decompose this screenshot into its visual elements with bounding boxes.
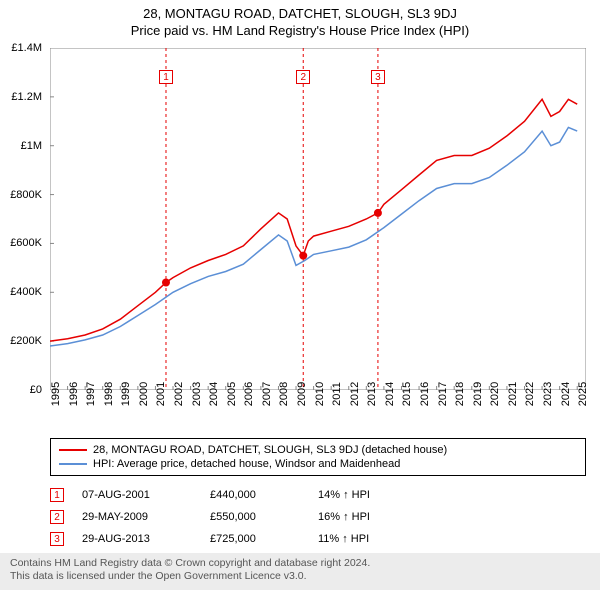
y-tick-label: £1M <box>21 140 42 152</box>
chart-marker-box: 2 <box>296 70 310 84</box>
y-tick-label: £200K <box>10 335 42 347</box>
x-tick-label: 2012 <box>349 382 361 406</box>
y-tick-label: £800K <box>10 189 42 201</box>
annotation-date: 29-AUG-2013 <box>82 533 192 545</box>
x-tick-label: 2024 <box>560 382 572 406</box>
annotation-pct: 11% ↑ HPI <box>318 533 428 545</box>
x-tick-label: 1997 <box>85 382 97 406</box>
x-tick-label: 2009 <box>296 382 308 406</box>
x-tick-label: 2008 <box>278 382 290 406</box>
chart-marker-box: 3 <box>371 70 385 84</box>
annotation-price: £725,000 <box>210 533 300 545</box>
annotation-price: £550,000 <box>210 511 300 523</box>
chart-area: £0£200K£400K£600K£800K£1M£1.2M£1.4M 123 <box>50 48 586 390</box>
annotations-table: 1 07-AUG-2001 £440,000 14% ↑ HPI 2 29-MAY-200… <box>50 484 586 550</box>
x-tick-label: 2019 <box>472 382 484 406</box>
legend-label: 28, MONTAGU ROAD, DATCHET, SLOUGH, SL3 9… <box>93 444 447 456</box>
footer: Contains HM Land Registry data © Crown c… <box>0 553 600 590</box>
legend-swatch <box>59 463 87 465</box>
annotation-date: 07-AUG-2001 <box>82 489 192 501</box>
chart-subtitle: Price paid vs. HM Land Registry's House … <box>0 21 600 38</box>
legend-swatch <box>59 449 87 451</box>
x-tick-label: 1998 <box>103 382 115 406</box>
x-tick-label: 2014 <box>384 382 396 406</box>
chart-marker-box: 1 <box>159 70 173 84</box>
annotation-pct: 14% ↑ HPI <box>318 489 428 501</box>
x-tick-label: 2002 <box>173 382 185 406</box>
x-tick-label: 2006 <box>243 382 255 406</box>
annotation-marker: 3 <box>50 532 64 546</box>
x-tick-label: 2000 <box>138 382 150 406</box>
y-tick-label: £600K <box>10 237 42 249</box>
annotation-marker: 1 <box>50 488 64 502</box>
x-tick-label: 1999 <box>120 382 132 406</box>
y-tick-label: £1.4M <box>11 42 42 54</box>
x-tick-label: 2018 <box>454 382 466 406</box>
page-container: 28, MONTAGU ROAD, DATCHET, SLOUGH, SL3 9… <box>0 0 600 590</box>
legend-row: 28, MONTAGU ROAD, DATCHET, SLOUGH, SL3 9… <box>59 443 577 457</box>
y-tick-label: £1.2M <box>11 91 42 103</box>
y-axis: £0£200K£400K£600K£800K£1M£1.2M£1.4M <box>0 48 46 390</box>
x-tick-label: 1996 <box>68 382 80 406</box>
x-tick-label: 2003 <box>191 382 203 406</box>
legend-label: HPI: Average price, detached house, Wind… <box>93 458 400 470</box>
x-tick-label: 2015 <box>401 382 413 406</box>
footer-line-2: This data is licensed under the Open Gov… <box>10 570 590 584</box>
legend-row: HPI: Average price, detached house, Wind… <box>59 457 577 471</box>
x-tick-label: 2022 <box>524 382 536 406</box>
x-tick-label: 2010 <box>314 382 326 406</box>
x-tick-label: 2017 <box>437 382 449 406</box>
chart-title: 28, MONTAGU ROAD, DATCHET, SLOUGH, SL3 9… <box>0 0 600 21</box>
annotation-row: 1 07-AUG-2001 £440,000 14% ↑ HPI <box>50 484 586 506</box>
x-tick-label: 2021 <box>507 382 519 406</box>
annotation-pct: 16% ↑ HPI <box>318 511 428 523</box>
x-tick-label: 2005 <box>226 382 238 406</box>
x-tick-label: 2013 <box>366 382 378 406</box>
x-tick-label: 2020 <box>489 382 501 406</box>
annotation-marker: 2 <box>50 510 64 524</box>
annotation-date: 29-MAY-2009 <box>82 511 192 523</box>
annotation-row: 2 29-MAY-2009 £550,000 16% ↑ HPI <box>50 506 586 528</box>
x-tick-label: 2004 <box>208 382 220 406</box>
x-tick-label: 2007 <box>261 382 273 406</box>
x-tick-label: 2011 <box>331 382 343 406</box>
footer-line-1: Contains HM Land Registry data © Crown c… <box>10 557 590 571</box>
x-tick-label: 2001 <box>155 382 167 406</box>
x-tick-label: 2023 <box>542 382 554 406</box>
y-tick-label: £0 <box>30 384 42 396</box>
y-tick-label: £400K <box>10 286 42 298</box>
annotation-price: £440,000 <box>210 489 300 501</box>
plot-svg <box>50 48 586 390</box>
x-axis: 1995199619971998199920002001200220032004… <box>50 390 586 432</box>
legend-box: 28, MONTAGU ROAD, DATCHET, SLOUGH, SL3 9… <box>50 438 586 476</box>
x-tick-label: 2025 <box>577 382 589 406</box>
annotation-row: 3 29-AUG-2013 £725,000 11% ↑ HPI <box>50 528 586 550</box>
x-tick-label: 2016 <box>419 382 431 406</box>
x-tick-label: 1995 <box>50 382 62 406</box>
